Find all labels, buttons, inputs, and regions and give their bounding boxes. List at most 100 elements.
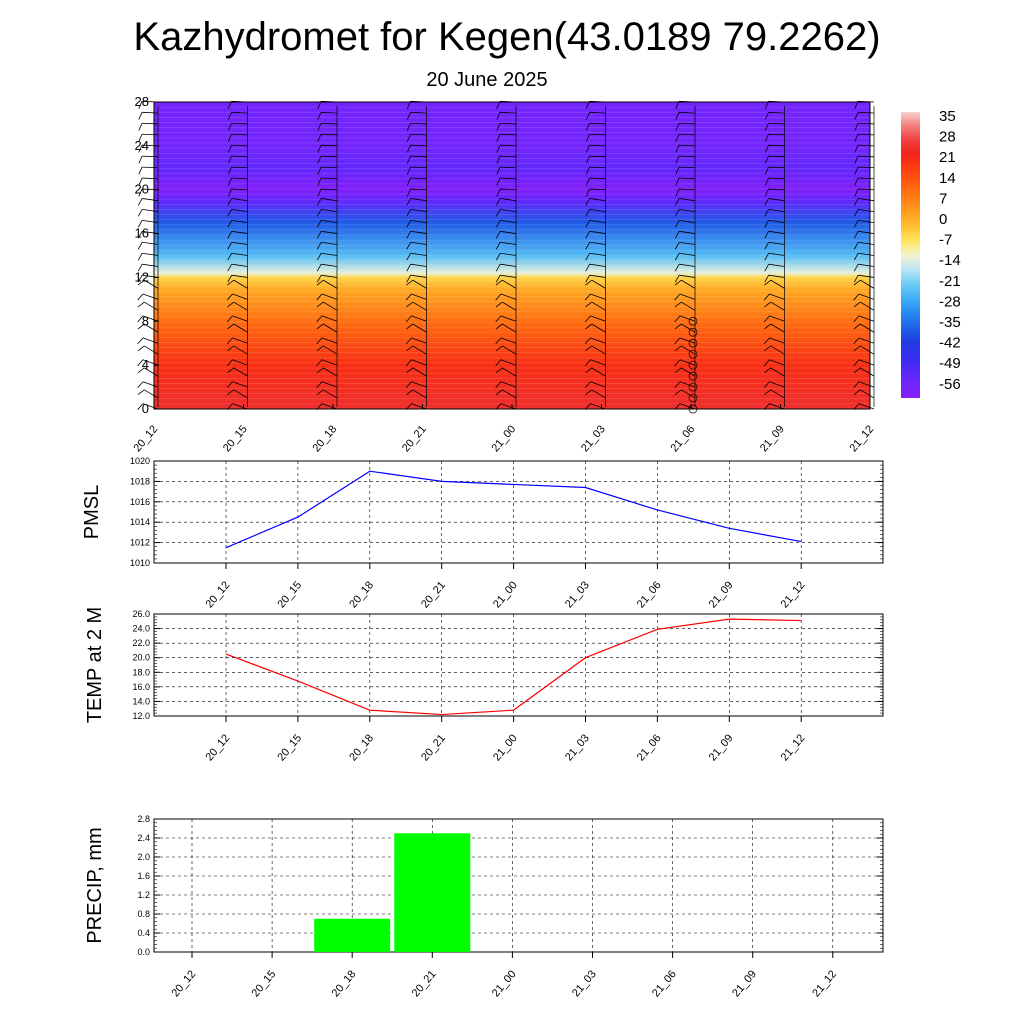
wind-barb	[853, 263, 875, 272]
wind-barb	[316, 389, 338, 399]
wind-barb	[764, 301, 785, 311]
wind-barb	[585, 389, 606, 399]
wind-barb	[585, 345, 606, 355]
wind-barb	[317, 188, 338, 197]
wind-barb	[316, 359, 338, 367]
wind-barb-shaft	[858, 263, 875, 267]
wind-barb	[853, 208, 875, 217]
wind-barb-feather	[764, 345, 772, 352]
wind-barb-feather	[853, 345, 861, 352]
wind-barb-shaft	[500, 230, 517, 234]
wind-barb-shaft	[411, 359, 427, 366]
wind-barb-shaft	[768, 241, 785, 245]
wind-barb-feather	[764, 155, 769, 164]
pmsl-x-tick-label: 21_12	[779, 579, 808, 610]
pmsl-x-tick-label: 21_00	[491, 579, 520, 610]
wind-barb	[854, 188, 875, 197]
wind-barb-feather	[227, 323, 235, 330]
wind-barb-shaft	[857, 111, 875, 114]
wind-barb	[584, 293, 606, 301]
wind-barb-shaft	[499, 155, 517, 158]
wind-barb	[316, 337, 338, 345]
wind-barb-shaft	[231, 111, 248, 114]
precip-bar	[394, 833, 471, 952]
wind-barb	[674, 315, 696, 323]
wind-barb-feather	[406, 367, 414, 374]
wind-barb-shaft	[410, 122, 427, 125]
pmsl-x-tick-label: 21_09	[707, 579, 736, 610]
wind-barb-feather	[675, 145, 680, 153]
wind-barb-feather	[316, 337, 323, 345]
wind-barb-feather	[227, 177, 232, 186]
wind-barb-feather	[584, 381, 591, 389]
wind-barb-shaft	[320, 188, 338, 191]
wind-barb-shaft	[500, 219, 517, 224]
wind-barb-shaft	[141, 111, 159, 114]
wind-barb-shaft	[769, 403, 785, 410]
wind-barb-shaft	[499, 177, 517, 180]
wind-barb-feather	[406, 188, 411, 197]
colorbar	[901, 112, 920, 398]
wind-barb-shaft	[411, 337, 427, 344]
wind-barb-feather	[137, 264, 143, 272]
calm-circle	[688, 338, 698, 348]
wind-barb-shaft	[591, 301, 606, 311]
wind-barb-shaft	[681, 367, 696, 377]
wind-barb	[317, 144, 338, 153]
wind-barb-shaft	[858, 274, 875, 278]
wind-barb	[495, 230, 517, 239]
wind-barb-shaft	[678, 122, 696, 125]
wind-barb-feather	[853, 242, 859, 250]
x-tick-label: 21_09	[758, 423, 787, 454]
wind-barb-feather	[226, 315, 233, 323]
wind-barb-shaft	[231, 177, 248, 180]
wind-barb-feather	[495, 220, 501, 228]
wind-barb	[674, 367, 696, 377]
wind-barb	[675, 133, 696, 142]
wind-barb-shaft	[321, 337, 338, 344]
wind-barb-feather	[406, 274, 412, 283]
wind-barb	[585, 279, 606, 289]
precip-x-tick-label: 21_12	[810, 968, 839, 999]
wind-barb	[496, 111, 517, 120]
wind-barb-feather	[764, 389, 772, 395]
wind-barb	[227, 241, 248, 250]
y-tick-label: 8	[142, 313, 149, 328]
wind-barb	[854, 166, 875, 175]
wind-barb	[674, 208, 696, 217]
x-tick-label: 20_12	[131, 423, 160, 454]
wind-barb-feather	[495, 389, 503, 395]
wind-barb	[405, 337, 427, 345]
temp-x-tick-label: 21_03	[563, 732, 592, 763]
wind-barb-feather	[763, 293, 770, 301]
wind-barb-shaft	[589, 177, 606, 180]
wind-barb-shaft	[860, 367, 875, 377]
wind-barb	[406, 155, 427, 164]
wind-barb-shaft	[769, 381, 785, 388]
wind-barb-feather	[585, 123, 590, 131]
wind-barb	[316, 367, 338, 377]
wind-barb-shaft	[679, 252, 696, 256]
wind-barb-feather	[227, 155, 232, 164]
pmsl-y-tick-label: 1016	[130, 497, 150, 507]
wind-barb-feather	[585, 209, 591, 217]
wind-barb-feather	[764, 112, 769, 120]
wind-barb-shaft	[411, 293, 427, 300]
wind-barb	[853, 367, 875, 377]
wind-barb	[585, 274, 606, 283]
wind-barb	[137, 323, 159, 333]
pmsl-x-tick-label: 21_03	[563, 579, 592, 610]
wind-barb-feather	[406, 145, 411, 153]
wind-barb-shaft	[589, 252, 606, 256]
wind-barb-feather	[316, 367, 324, 374]
wind-barb-shaft	[768, 230, 785, 234]
wind-barb-shaft	[770, 279, 785, 289]
wind-barb	[495, 219, 517, 228]
colorbar-label: 7	[939, 190, 947, 207]
wind-barb	[764, 208, 785, 217]
wind-barb-feather	[227, 209, 233, 217]
wind-barb	[227, 166, 248, 175]
wind-barb	[316, 274, 338, 283]
wind-barb-feather	[137, 198, 143, 206]
wind-barb-shaft	[858, 198, 875, 202]
